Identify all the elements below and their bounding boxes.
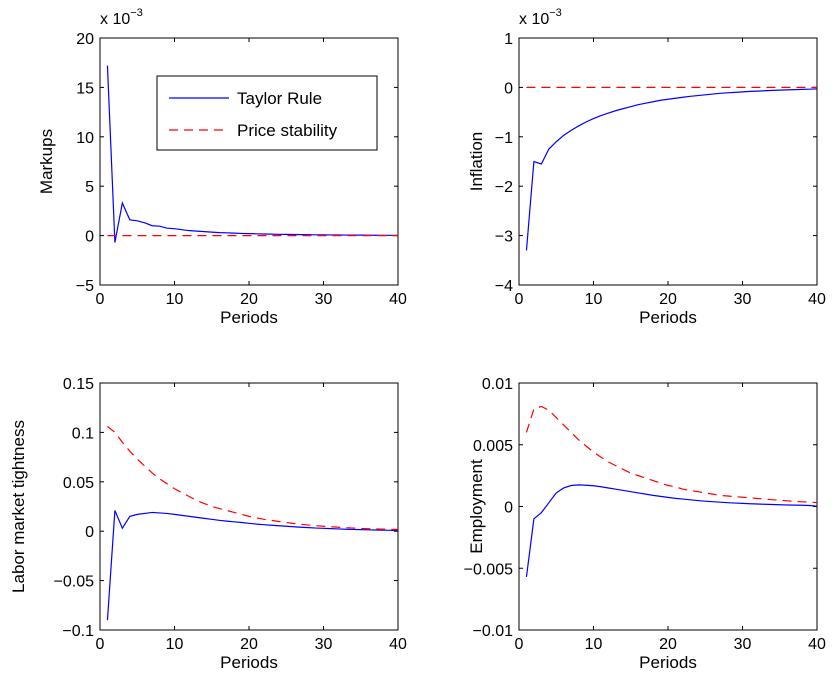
y-tick-label: 10 [76, 130, 94, 147]
x-tick-label: 40 [808, 291, 826, 308]
y-tick-label: 0 [504, 500, 513, 517]
legend-label: Price stability [237, 121, 338, 140]
x-axis-label: Periods [639, 653, 697, 672]
x-tick-label: 10 [585, 291, 603, 308]
y-tick-label: −0.05 [54, 574, 95, 591]
x-tick-label: 30 [315, 291, 333, 308]
x-tick-label: 20 [659, 291, 677, 308]
y-tick-label: 5 [85, 179, 94, 196]
x-axis-label: Periods [220, 308, 278, 327]
x-tick-label: 30 [734, 636, 752, 653]
y-tick-label: 20 [76, 31, 94, 48]
legend-box [156, 75, 378, 151]
y-tick-label: 0.005 [473, 438, 513, 455]
y-tick-label: 0 [85, 524, 94, 541]
x-tick-label: 0 [515, 291, 524, 308]
x-tick-label: 30 [315, 636, 333, 653]
y-axis-label: Inflation [467, 132, 486, 192]
x-axis-label: Periods [639, 308, 697, 327]
axes-box [518, 37, 818, 286]
y-tick-label: −5 [76, 278, 94, 295]
x-tick-label: 0 [515, 636, 524, 653]
exponent-label: x 10−3 [519, 7, 562, 28]
axes-box [518, 382, 818, 631]
y-tick-label: −1 [495, 130, 513, 147]
y-tick-label: 0 [85, 229, 94, 246]
x-tick-label: 40 [389, 291, 407, 308]
x-tick-label: 10 [585, 636, 603, 653]
y-axis-label: Employment [467, 459, 486, 554]
axes-box [99, 382, 399, 631]
y-tick-label: −0.005 [464, 561, 513, 578]
x-axis-label: Periods [220, 653, 278, 672]
series-line-taylor-rule [106, 510, 398, 621]
x-tick-label: 30 [734, 291, 752, 308]
panel-inflation: 0 10 20 30 40 −4 −3 −2 −1 0 1 x 10−3 Periods Inflatio… [467, 7, 826, 327]
x-tick-label: 40 [389, 636, 407, 653]
x-tick-label: 20 [240, 636, 258, 653]
series-line-price-stability [525, 405, 817, 504]
y-tick-label: 0 [504, 80, 513, 97]
axes-box [99, 37, 399, 286]
series-line-taylor-rule [525, 484, 817, 577]
x-tick-label: 20 [659, 636, 677, 653]
x-tick-label: 10 [166, 291, 184, 308]
y-tick-label: 0.05 [63, 475, 94, 492]
x-tick-label: 40 [808, 636, 826, 653]
y-axis-label: Markups [37, 129, 56, 194]
series-line-taylor-rule [525, 88, 817, 251]
panel-labor-market-tightness: 0 10 20 30 40 −0.1 −0.05 0 0.05 0.1 0.15 Periods Lab… [9, 376, 407, 672]
y-tick-label: 0.01 [482, 376, 513, 393]
y-tick-label: −4 [495, 278, 513, 295]
y-tick-label: −2 [495, 179, 513, 196]
y-axis-label: Labor market tightness [9, 420, 28, 593]
x-tick-label: 10 [166, 636, 184, 653]
y-tick-label: 15 [76, 80, 94, 97]
legend-label: Taylor Rule [237, 89, 322, 108]
y-tick-label: 0.1 [72, 425, 94, 442]
panel-employment: 0 10 20 30 40 −0.01 −0.005 0 0.005 0.01 Periods Emp… [464, 376, 826, 672]
series-line-price-stability [107, 426, 398, 531]
x-tick-label: 0 [96, 291, 105, 308]
exponent-label: x 10−3 [100, 7, 143, 28]
y-tick-label: −3 [495, 229, 513, 246]
y-tick-label: −0.01 [473, 623, 514, 640]
x-tick-label: 20 [240, 291, 258, 308]
y-tick-label: −0.1 [62, 623, 94, 640]
x-tick-label: 0 [96, 636, 105, 653]
y-tick-label: 1 [504, 31, 513, 48]
y-tick-label: 0.15 [63, 376, 94, 393]
